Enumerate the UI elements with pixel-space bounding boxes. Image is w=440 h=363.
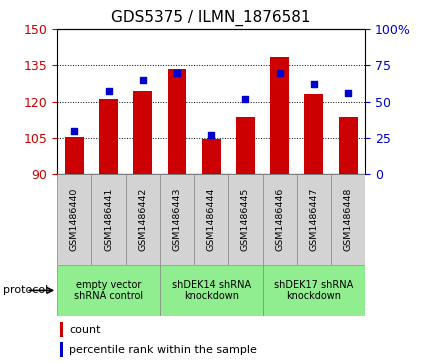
Point (345, 90, 352, 96)
Point (242, 96, 249, 102)
Text: GSM1486443: GSM1486443 (172, 188, 181, 251)
Text: GSM1486448: GSM1486448 (344, 188, 352, 251)
Text: empty vector
shRNA control: empty vector shRNA control (74, 280, 143, 301)
Bar (126, 174, 160, 265)
Text: GSM1486445: GSM1486445 (241, 188, 250, 251)
Bar (236, 117, 255, 174)
Bar (331, 174, 365, 265)
Text: GSM1486440: GSM1486440 (70, 188, 79, 251)
Point (71, 128, 78, 134)
Bar (270, 57, 289, 174)
Bar (65, 138, 84, 174)
Bar (99, 99, 118, 174)
Text: count: count (70, 325, 101, 335)
Bar (57, 265, 160, 316)
Bar (160, 265, 263, 316)
Bar (194, 174, 228, 265)
Text: shDEK14 shRNA
knockdown: shDEK14 shRNA knockdown (172, 280, 251, 301)
Bar (202, 139, 220, 174)
Bar (60, 322, 63, 338)
Point (105, 89, 112, 94)
Text: protocol: protocol (3, 285, 48, 295)
Text: GSM1486446: GSM1486446 (275, 188, 284, 251)
Text: GSM1486447: GSM1486447 (309, 188, 319, 251)
Bar (304, 94, 323, 174)
Bar (60, 342, 63, 357)
Bar (263, 174, 297, 265)
Text: percentile rank within the sample: percentile rank within the sample (70, 345, 257, 355)
Point (208, 132, 215, 138)
Title: GDS5375 / ILMN_1876581: GDS5375 / ILMN_1876581 (111, 10, 311, 26)
Bar (263, 265, 365, 316)
Text: GSM1486444: GSM1486444 (207, 188, 216, 251)
Point (310, 81, 317, 87)
Point (173, 70, 180, 76)
Bar (228, 174, 263, 265)
Bar (92, 174, 126, 265)
Bar (57, 174, 92, 265)
Bar (339, 117, 358, 174)
Point (139, 77, 146, 83)
Text: GSM1486441: GSM1486441 (104, 188, 113, 251)
Bar (160, 174, 194, 265)
Text: GSM1486442: GSM1486442 (138, 188, 147, 251)
Point (276, 70, 283, 76)
Text: shDEK17 shRNA
knockdown: shDEK17 shRNA knockdown (274, 280, 353, 301)
Bar (168, 69, 187, 174)
Bar (133, 91, 152, 174)
Bar (297, 174, 331, 265)
